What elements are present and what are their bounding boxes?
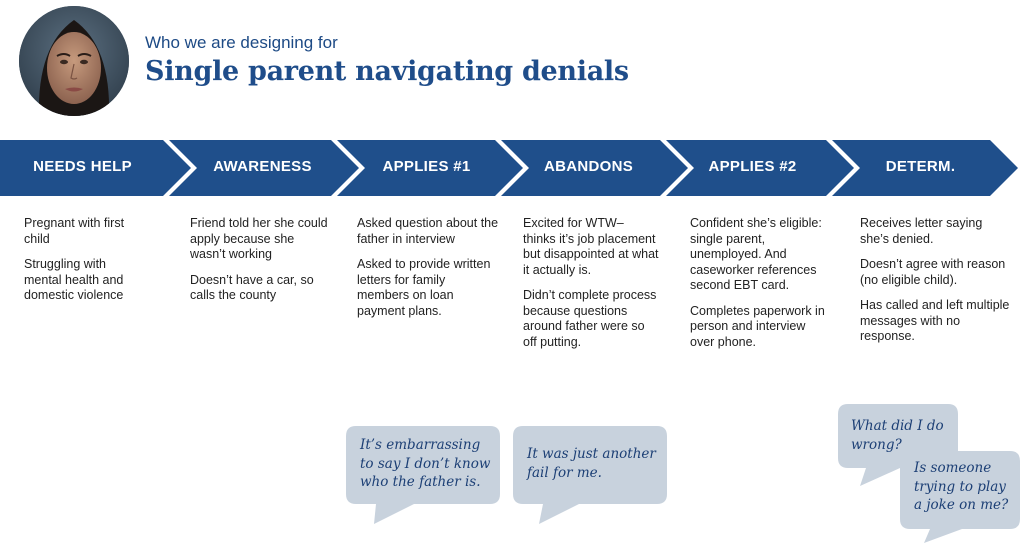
stage-notes-applies-1: Asked question about the father in inter… [357, 216, 499, 329]
note: Asked question about the father in inter… [357, 216, 499, 246]
stage-chevron-applies-1 [337, 140, 523, 196]
persona-photo [19, 6, 129, 116]
note: Asked to provide written letters for fam… [357, 257, 491, 318]
stage-label-applies-2: APPLIES #2 [708, 158, 797, 175]
note: Confident she’s eligible: single parent,… [690, 216, 822, 292]
stage-chevron-needs-help [0, 140, 191, 196]
note: Excited for WTW– thinks it’s job placeme… [523, 216, 659, 277]
note: Struggling with mental health and domest… [24, 257, 124, 302]
note: Has called and left multiple messages wi… [860, 298, 1010, 343]
stage-label-abandons: ABANDONS [543, 158, 634, 175]
stage-label-determ: DETERM. [885, 158, 956, 175]
note: Doesn’t agree with reason (no eligible c… [860, 257, 1006, 287]
stage-chevron-determ [832, 140, 1018, 196]
quote-text: It was just another fail for me. [527, 446, 656, 481]
stage-notes-abandons: Excited for WTW– thinks it’s job placeme… [523, 216, 659, 360]
quote-text: Is someone trying to play a joke on me? [914, 460, 1009, 513]
note: Doesn’t have a car, so calls the county [190, 272, 314, 303]
note: Friend told her she could apply because … [190, 216, 328, 261]
quote-bubble: It was just another fail for me. [513, 426, 667, 524]
stage-notes-awareness: Friend told her she could apply because … [190, 216, 330, 314]
page-title: Single parent navigating denials [145, 56, 629, 87]
quote-bubble: Is someone trying to play a joke on me? [900, 451, 1020, 543]
stage-label-needs-help: NEEDS HELP [33, 158, 132, 175]
stage-label-awareness: AWARENESS [213, 158, 312, 175]
note: Pregnant with first child [24, 216, 125, 246]
quote-text: It’s embarrassing to say I don’t know wh… [360, 437, 491, 490]
note: Completes paperwork in person and interv… [690, 303, 825, 349]
stage-notes-needs-help: Pregnant with first child Struggling wit… [24, 216, 146, 314]
quote-bubble: It’s embarrassing to say I don’t know wh… [346, 426, 500, 524]
stage-chevron-awareness [169, 140, 359, 196]
stage-chevron-abandons [501, 140, 688, 196]
note: Receives letter saying she’s denied. [860, 216, 983, 246]
note: Didn’t complete process because question… [523, 288, 657, 349]
quote-text: What did I do wrong? [851, 418, 944, 453]
stage-label-applies-1: APPLIES #1 [382, 158, 471, 175]
journey-stages-band [0, 140, 1018, 196]
stage-notes-applies-2: Confident she’s eligible: single parent,… [690, 216, 832, 360]
stage-notes-determ: Receives letter saying she’s denied. Doe… [860, 216, 1010, 355]
header-subtitle: Who we are designing for [145, 33, 338, 52]
stage-chevron-applies-2 [666, 140, 854, 196]
